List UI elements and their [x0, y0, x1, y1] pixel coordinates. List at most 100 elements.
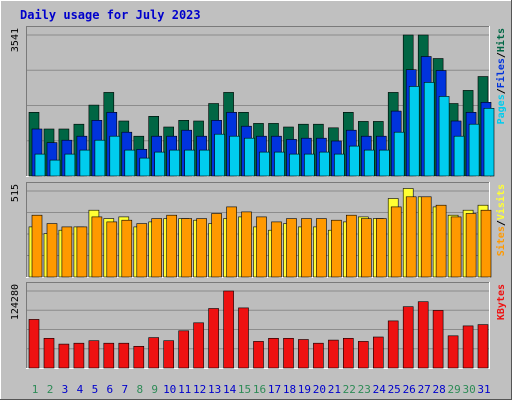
legend-separator: /	[496, 220, 507, 226]
bar-pages-day-26	[408, 86, 420, 177]
bar-kbytes-day-11	[178, 330, 189, 369]
bar-pages-day-16	[259, 151, 270, 177]
bar-pages-day-14	[229, 135, 240, 177]
legend-kbytes: KBytes	[496, 284, 507, 320]
bar-kbytes-day-19	[298, 339, 309, 369]
bar-sites-day-29	[450, 216, 462, 278]
bar-pages-day-24	[378, 149, 390, 177]
bar-kbytes-day-14	[223, 290, 234, 369]
bar-pages-day-11	[184, 149, 195, 177]
bar-kbytes-day-26	[402, 306, 414, 369]
bar-kbytes-day-1	[28, 319, 40, 369]
bar-kbytes-day-5	[88, 340, 100, 369]
bar-sites-day-11	[181, 218, 192, 278]
bar-kbytes-day-20	[313, 342, 324, 369]
bar-sites-day-31	[480, 209, 492, 278]
bar-kbytes-day-2	[43, 337, 55, 369]
legend-separator: /	[496, 52, 507, 58]
legend-label-sites: Sites	[495, 226, 507, 256]
bar-sites-day-1	[31, 214, 43, 278]
x-tick-label-day-2: 2	[47, 383, 54, 396]
bar-kbytes-day-12	[193, 322, 204, 369]
bar-pages-day-31	[483, 108, 495, 177]
x-tick-label-day-30: 30	[462, 383, 475, 396]
bar-pages-day-21	[334, 153, 345, 177]
bar-kbytes-day-29	[447, 335, 459, 369]
bar-sites-day-24	[375, 218, 387, 278]
bar-sites-day-14	[226, 206, 237, 278]
bar-sites-day-26	[405, 196, 417, 278]
bar-kbytes-day-18	[283, 337, 294, 369]
bar-sites-day-16	[256, 216, 267, 278]
legend-label-hits: Hits	[495, 28, 507, 52]
bar-kbytes-day-24	[372, 336, 384, 369]
x-tick-label-day-20: 20	[313, 383, 326, 396]
bar-kbytes-day-28	[432, 310, 444, 369]
x-tick-label-day-3: 3	[62, 383, 69, 396]
bar-kbytes-day-13	[208, 308, 219, 369]
x-tick-label-day-4: 4	[77, 383, 84, 396]
bar-sites-day-27	[420, 196, 432, 278]
panel-kbytes: 124280 KBytes	[10, 282, 507, 369]
bar-kbytes-day-15	[238, 307, 249, 369]
bar-pages-day-19	[304, 153, 315, 177]
bar-sites-day-12	[196, 218, 207, 278]
x-tick-label-day-19: 19	[298, 383, 311, 396]
x-tick-label-day-26: 26	[403, 383, 416, 396]
bar-kbytes-day-31	[477, 324, 489, 369]
x-tick-label-day-15: 15	[238, 383, 251, 396]
y-tick-label: 124280	[10, 284, 21, 320]
x-tick-label-day-1: 1	[32, 383, 39, 396]
bar-sites-day-13	[211, 213, 222, 278]
y-tick-label: 515	[10, 184, 21, 202]
bar-kbytes-day-17	[268, 337, 279, 369]
x-tick-label-day-28: 28	[432, 383, 445, 396]
bar-sites-day-10	[166, 214, 177, 278]
bar-pages-day-2	[49, 159, 61, 177]
x-tick-label-day-22: 22	[343, 383, 356, 396]
x-axis-labels: 1 2 3 4 5 6 7 8 9 10 11 12 13 14 15 16 17 18 19 20 21 22 23 24 2…	[32, 383, 491, 396]
bar-sites-day-9	[151, 218, 162, 278]
bar-pages-day-12	[199, 149, 210, 177]
bar-sites-day-20	[316, 218, 327, 278]
bar-pages-day-17	[274, 151, 285, 177]
bar-pages-day-1	[34, 153, 46, 177]
legend-label-pages: Pages	[496, 94, 507, 124]
bar-pages-day-10	[169, 149, 180, 177]
x-tick-label-day-31: 31	[477, 383, 490, 396]
bar-kbytes-day-9	[148, 337, 159, 369]
legend-visits-sites: Sites/Visits	[495, 184, 507, 256]
bar-sites-day-28	[435, 204, 447, 278]
bar-kbytes-day-16	[253, 341, 264, 369]
bar-pages-day-15	[244, 137, 255, 177]
x-tick-label-day-17: 17	[268, 383, 281, 396]
bar-pages-day-4	[79, 149, 91, 177]
bar-sites-day-7	[121, 219, 133, 278]
x-tick-label-day-21: 21	[328, 383, 341, 396]
bar-sites-day-25	[390, 206, 402, 278]
bar-pages-day-25	[393, 131, 405, 177]
bar-sites-day-2	[46, 223, 58, 278]
chart-panels: 3541Pages/Files/Hits515Sites/Visits12428…	[10, 26, 507, 369]
legend-label-visits: Visits	[495, 184, 507, 220]
bar-sites-day-18	[286, 218, 297, 278]
bar-pages-day-22	[348, 145, 360, 177]
bar-kbytes-day-30	[462, 325, 474, 369]
x-tick-label-day-10: 10	[163, 383, 176, 396]
bar-sites-day-22	[345, 214, 357, 278]
bar-sites-day-19	[301, 218, 312, 278]
bar-sites-day-15	[241, 211, 252, 278]
bar-pages-day-18	[289, 153, 300, 177]
bar-pages-day-7	[124, 149, 136, 177]
bar-pages-day-9	[154, 151, 165, 177]
x-tick-label-day-13: 13	[208, 383, 221, 396]
bar-pages-day-27	[423, 82, 435, 177]
x-tick-label-day-8: 8	[136, 383, 143, 396]
x-tick-label-day-12: 12	[193, 383, 206, 396]
bar-pages-day-13	[214, 133, 225, 177]
bar-sites-day-3	[61, 226, 73, 278]
bar-pages-day-3	[64, 153, 76, 177]
x-tick-label-day-23: 23	[358, 383, 371, 396]
